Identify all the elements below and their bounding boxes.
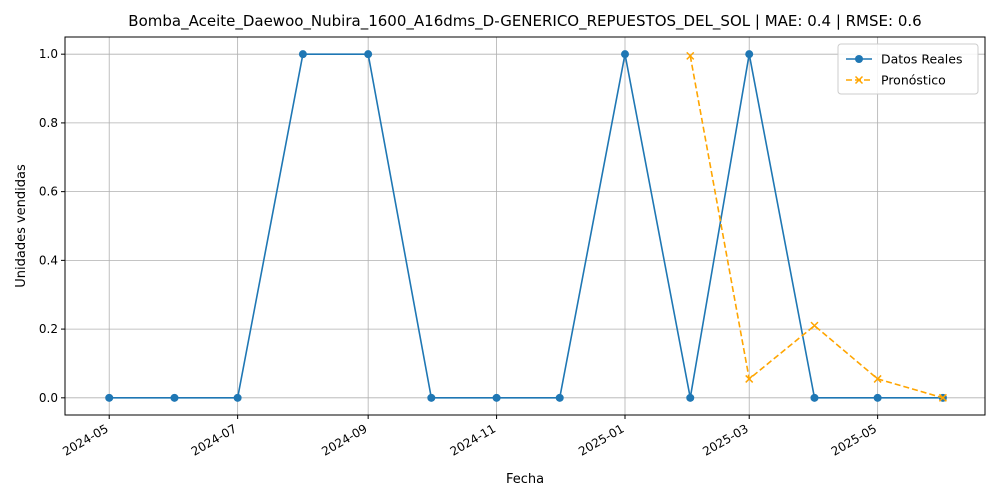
data-point	[233, 393, 242, 402]
series-line	[689, 55, 944, 399]
data-point	[105, 393, 114, 402]
data-point	[686, 51, 695, 60]
series-line	[109, 53, 943, 399]
data-point	[810, 321, 819, 330]
data-point	[686, 393, 695, 402]
data-point	[427, 393, 436, 402]
y-tick-label: 0.2	[39, 322, 58, 336]
y-tick-label: 0.8	[39, 116, 58, 130]
data-point	[555, 393, 564, 402]
legend-marker	[855, 55, 863, 63]
data-point	[170, 393, 179, 402]
legend-label: Datos Reales	[881, 52, 962, 67]
y-axis-label: Unidades vendidas	[14, 164, 29, 288]
series-layer	[105, 50, 947, 402]
data-point	[873, 393, 882, 402]
data-point	[492, 393, 501, 402]
y-tick-label: 0.4	[39, 253, 58, 267]
data-point	[938, 393, 947, 402]
data-point	[873, 374, 882, 383]
data-point	[364, 50, 373, 59]
legend-box	[837, 43, 979, 95]
data-point	[810, 393, 819, 402]
data-point	[621, 50, 629, 59]
data-point	[745, 374, 754, 383]
y-tick-label: 0.0	[39, 391, 58, 405]
data-point	[745, 50, 754, 59]
x-axis-label: Fecha	[506, 472, 544, 487]
legend: Datos Reales Pronóstico	[837, 43, 979, 95]
legend-marker	[854, 75, 864, 85]
legend-label: Pronóstico	[881, 73, 946, 88]
y-tick-label: 0.6	[39, 185, 58, 199]
y-axis: 0.0 0.2 0.4 0.6 0.8 1.0	[39, 47, 65, 405]
data-point	[298, 50, 307, 59]
chart-title: Bomba_Aceite_Daewoo_Nubira_1600_A16dms_D…	[128, 12, 921, 31]
y-tick-label: 1.0	[39, 47, 58, 61]
plot-frame	[64, 36, 986, 416]
